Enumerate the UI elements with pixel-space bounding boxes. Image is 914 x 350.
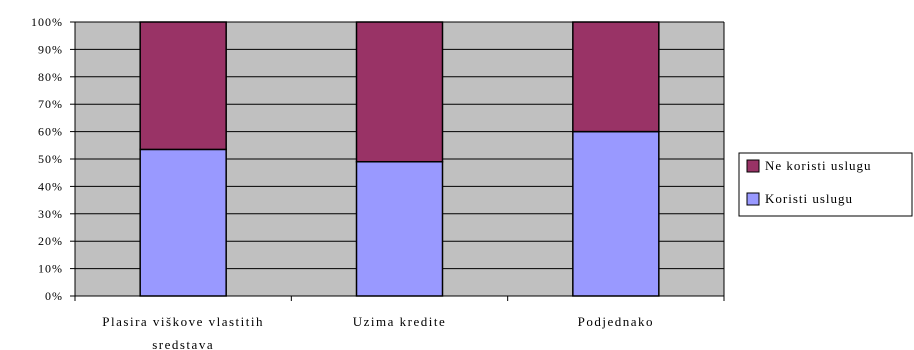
- y-tick-label: 100%: [31, 15, 63, 29]
- bar-segment: [355, 160, 444, 297]
- bar-segment: [139, 148, 227, 297]
- y-tick-label: 10%: [38, 262, 63, 276]
- x-category-label: Plasira viškove vlastitih: [102, 314, 264, 329]
- y-tick-label: 80%: [38, 70, 63, 84]
- legend-label: Ne koristi uslugu: [765, 158, 872, 173]
- x-category-label: Podjednako: [578, 314, 654, 329]
- y-tick-label: 70%: [38, 97, 63, 111]
- bar-segment: [139, 21, 227, 151]
- legend: Ne koristi uslugu Koristi uslugu: [738, 152, 913, 217]
- legend-box: [738, 152, 913, 217]
- legend-swatch: [746, 192, 760, 206]
- legend-swatch: [746, 159, 760, 173]
- bar-segment: [572, 21, 660, 133]
- x-category-label: Uzima kredite: [353, 314, 447, 329]
- bar-segment: [355, 21, 444, 163]
- y-tick-label: 0%: [45, 289, 63, 303]
- y-tick-label: 60%: [38, 125, 63, 139]
- y-tick-label: 20%: [38, 234, 63, 248]
- y-tick-label: 50%: [38, 152, 63, 166]
- bar-segment: [572, 130, 660, 297]
- y-tick-label: 30%: [38, 207, 63, 221]
- x-category-label: sredstava: [152, 337, 214, 350]
- y-tick-label: 90%: [38, 42, 63, 56]
- legend-label: Koristi uslugu: [765, 191, 853, 206]
- y-tick-label: 40%: [38, 179, 63, 193]
